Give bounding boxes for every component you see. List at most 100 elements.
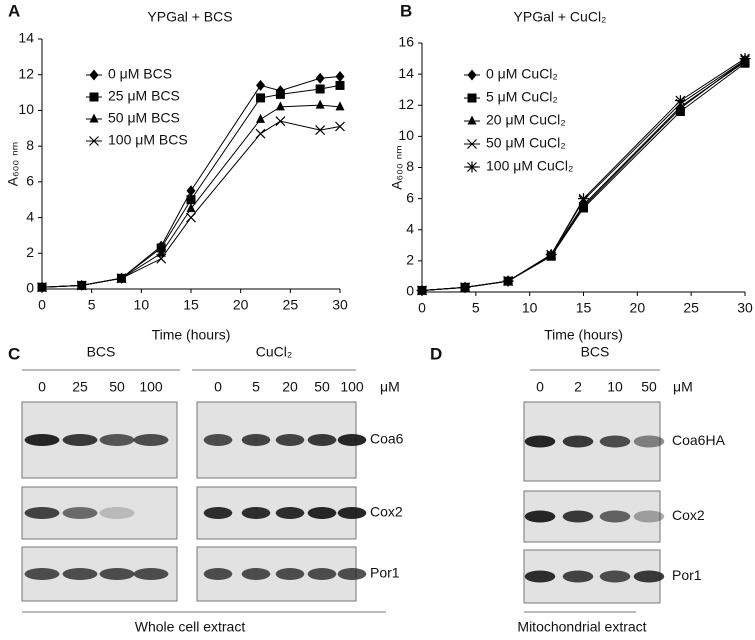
marker [335, 101, 345, 111]
blot-band [562, 435, 594, 448]
blot-band [203, 507, 233, 519]
x-tick-label: 5 [88, 297, 96, 313]
x-tick-label: 30 [332, 297, 348, 313]
marker [156, 253, 167, 264]
marker [77, 279, 87, 289]
lane-label: 0 [38, 379, 46, 395]
y-tick-label: 4 [26, 208, 34, 224]
x-tick-label: 15 [183, 297, 199, 313]
marker [467, 93, 477, 103]
marker [739, 53, 751, 65]
legend-label: 50 μM BCS [108, 110, 180, 126]
marker [416, 284, 428, 296]
row-label: Cox2 [672, 507, 705, 523]
legend-label: 20 μM CuCl₂ [486, 112, 566, 128]
y-tick-label: 12 [18, 65, 34, 81]
legend-label: 0 μM CuCl₂ [486, 66, 558, 82]
marker [467, 115, 477, 125]
row-label: Coa6 [370, 431, 404, 447]
marker [545, 249, 557, 261]
row-label: Por1 [370, 565, 400, 581]
y-tick-label: 2 [406, 252, 414, 268]
x-tick-label: 25 [283, 297, 299, 313]
row-label: Cox2 [370, 504, 403, 520]
blot-band [307, 434, 337, 446]
marker [675, 106, 685, 116]
lane-label: 50 [641, 379, 657, 395]
marker [275, 101, 285, 111]
blot-band [562, 510, 594, 523]
marker [255, 128, 266, 139]
blot-band [524, 570, 556, 583]
y-tick-label: 10 [18, 101, 34, 117]
blot-band [62, 568, 98, 580]
marker [275, 89, 285, 99]
group-title: BCS [581, 344, 610, 360]
lane-label: 10 [607, 379, 623, 395]
marker [467, 69, 477, 81]
blot-band [99, 507, 135, 519]
y-tick-label: 14 [398, 65, 414, 81]
marker [502, 275, 514, 287]
x-tick-label: 10 [134, 297, 150, 313]
lane-label: 0 [536, 379, 544, 395]
x-tick-label: 20 [630, 300, 646, 316]
marker [466, 161, 478, 173]
blot-band [524, 510, 556, 523]
marker [256, 79, 266, 91]
marker [156, 247, 166, 257]
lane-label: 5 [252, 379, 260, 395]
x-tick-label: 25 [683, 300, 699, 316]
y-tick-label: 12 [398, 96, 414, 112]
panel-label: A [8, 1, 20, 20]
x-tick-label: 20 [233, 297, 249, 313]
marker [37, 282, 47, 293]
marker [459, 281, 471, 293]
blot-band [203, 434, 233, 446]
blot-band [133, 568, 169, 580]
blot-band [241, 434, 271, 446]
blot-band [99, 568, 135, 580]
y-tick-label: 8 [406, 158, 414, 174]
x-tick-label: 15 [576, 300, 592, 316]
lane-label: 100 [340, 379, 364, 395]
y-axis-label: A₆₀₀ ₙₘ [389, 145, 405, 190]
legend-label: 5 μM CuCl₂ [486, 89, 558, 105]
blot-band [62, 507, 98, 519]
blot-band [633, 435, 665, 448]
blot-band [24, 568, 60, 580]
x-axis-label: Time (hours) [152, 327, 231, 343]
marker [186, 185, 196, 197]
x-tick-label: 0 [418, 300, 426, 316]
y-tick-label: 0 [26, 280, 34, 296]
chart-title: YPGal + CuCl₂ [514, 9, 607, 25]
blot-band [599, 435, 631, 448]
group-title: BCS [87, 344, 116, 360]
marker [89, 69, 99, 81]
blot-band [62, 434, 98, 446]
marker [467, 139, 477, 149]
blot-band [24, 434, 60, 446]
lane-label: 100 [139, 379, 163, 395]
blot-band [562, 570, 594, 583]
legend-label: 50 μM CuCl₂ [486, 135, 566, 151]
lane-label: 20 [282, 379, 298, 395]
marker [256, 113, 266, 123]
blot-band [133, 434, 169, 446]
lane-label: 0 [214, 379, 222, 395]
marker [89, 92, 99, 102]
unit-label: μM [380, 379, 400, 395]
marker [315, 72, 325, 84]
marker [256, 93, 266, 103]
marker [335, 80, 345, 90]
blot-band [633, 510, 665, 523]
marker [186, 203, 196, 213]
x-axis-label: Time (hours) [544, 327, 623, 343]
blot-band [275, 434, 305, 446]
blot-band [337, 434, 367, 446]
group-title: CuCl₂ [256, 344, 293, 360]
lane-label: 25 [72, 379, 88, 395]
blot-band [241, 507, 271, 519]
panel-label: C [8, 344, 20, 363]
